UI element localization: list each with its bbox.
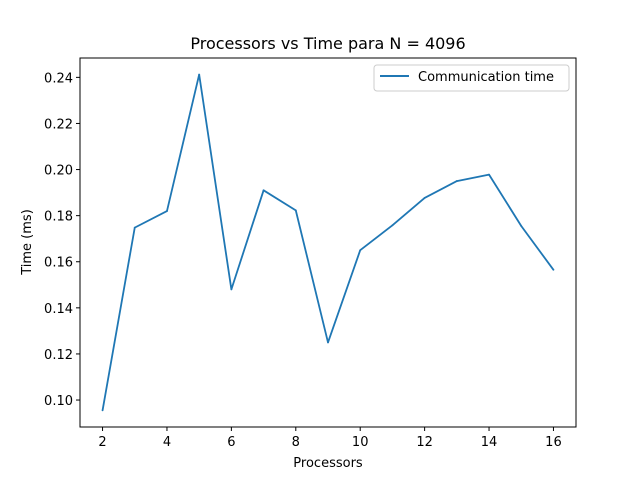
y-tick-label: 0.16 <box>44 256 73 271</box>
y-tick-label: 0.10 <box>44 394 73 409</box>
legend-label: Communication time <box>418 70 554 85</box>
data-point <box>294 209 297 212</box>
axes-frame <box>79 57 577 428</box>
data-point <box>520 225 523 227</box>
x-tick-label: 4 <box>163 435 171 450</box>
x-tick-label: 10 <box>352 435 369 450</box>
x-tick-label: 8 <box>292 435 300 450</box>
data-point <box>552 268 555 271</box>
x-tick-label: 16 <box>545 435 562 450</box>
data-point <box>488 173 490 176</box>
data-point <box>166 210 168 212</box>
y-tick-label: 0.24 <box>44 71 73 86</box>
x-tick-label: 2 <box>98 435 106 450</box>
y-tick-label: 0.22 <box>44 117 73 132</box>
data-point <box>391 224 394 227</box>
data-point <box>101 409 104 412</box>
plot-area <box>101 73 555 412</box>
y-tick-label: 0.14 <box>44 302 73 317</box>
y-tick-label: 0.20 <box>44 164 73 179</box>
y-axis-label: Time (ms) <box>20 209 35 276</box>
legend-box <box>373 64 570 92</box>
x-tick-label: 12 <box>416 435 433 450</box>
y-tick-label: 0.12 <box>44 348 73 363</box>
legend: Communication time <box>373 64 570 92</box>
x-axis-label: Processors <box>293 456 363 471</box>
x-tick-label: 6 <box>227 435 235 450</box>
y-tick-label: 0.18 <box>44 210 73 225</box>
data-point <box>423 197 426 199</box>
x-axis: 2 4 6 8 10 12 14 16 <box>98 427 562 450</box>
data-point <box>133 226 136 229</box>
data-point <box>455 180 458 182</box>
x-tick-label: 14 <box>481 435 498 450</box>
chart-title: Processors vs Time para N = 4096 <box>190 34 465 53</box>
data-point <box>327 341 329 344</box>
data-point <box>230 288 233 291</box>
y-axis: 0.10 0.12 0.14 0.16 0.18 0.20 0.22 0.24 <box>44 71 80 409</box>
data-point <box>359 249 362 252</box>
data-point <box>262 189 265 192</box>
data-point <box>198 73 201 76</box>
